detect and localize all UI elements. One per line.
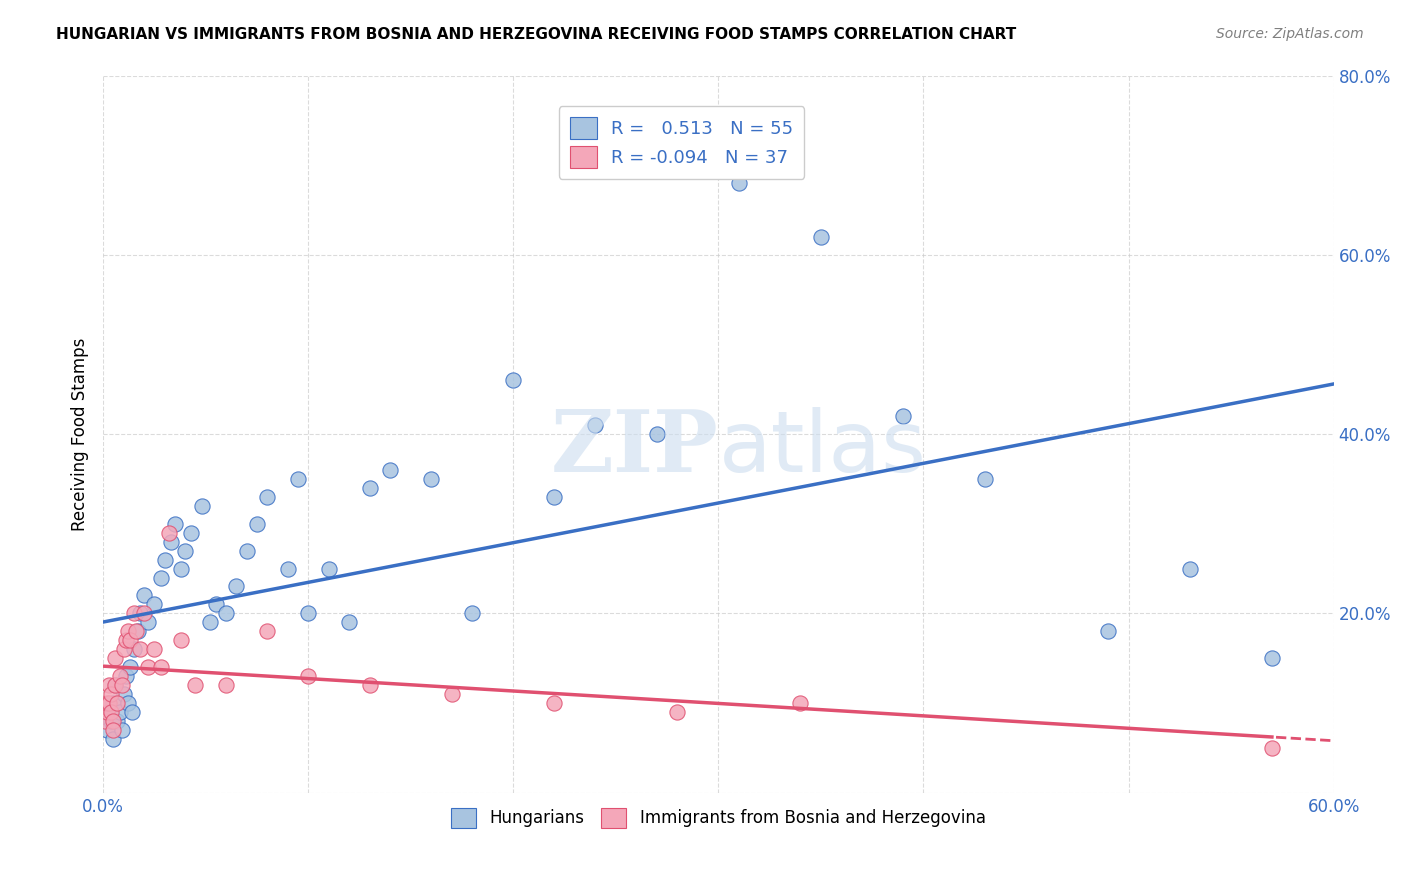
Point xyxy=(108,669,131,683)
Point xyxy=(110,723,132,737)
Point xyxy=(205,598,228,612)
Point xyxy=(359,481,381,495)
Point xyxy=(256,624,278,639)
Point xyxy=(215,678,238,692)
Point xyxy=(184,678,207,692)
Point xyxy=(127,624,149,639)
Point xyxy=(136,615,159,630)
Point xyxy=(180,525,202,540)
Point xyxy=(114,633,136,648)
Point xyxy=(170,633,193,648)
Point xyxy=(420,472,443,486)
Text: HUNGARIAN VS IMMIGRANTS FROM BOSNIA AND HERZEGOVINA RECEIVING FOOD STAMPS CORREL: HUNGARIAN VS IMMIGRANTS FROM BOSNIA AND … xyxy=(56,27,1017,42)
Point xyxy=(107,714,129,728)
Point xyxy=(122,642,145,657)
Point xyxy=(129,607,152,621)
Point xyxy=(287,472,309,486)
Point xyxy=(891,409,914,424)
Text: atlas: atlas xyxy=(718,407,927,490)
Point xyxy=(246,516,269,531)
Point xyxy=(100,714,122,728)
Point xyxy=(159,534,181,549)
Point xyxy=(1261,740,1284,755)
Point xyxy=(359,678,381,692)
Point xyxy=(104,651,127,665)
Point xyxy=(103,723,125,737)
Point xyxy=(98,678,121,692)
Point xyxy=(112,642,135,657)
Point xyxy=(543,696,565,710)
Point xyxy=(215,607,238,621)
Point xyxy=(125,624,148,639)
Point xyxy=(118,633,141,648)
Point xyxy=(1097,624,1119,639)
Point xyxy=(198,615,221,630)
Point xyxy=(157,525,180,540)
Point xyxy=(170,561,193,575)
Point xyxy=(94,714,117,728)
Y-axis label: Receiving Food Stamps: Receiving Food Stamps xyxy=(72,337,89,531)
Point xyxy=(107,696,129,710)
Point xyxy=(134,607,156,621)
Point xyxy=(974,472,997,486)
Point xyxy=(297,669,319,683)
Point xyxy=(129,642,152,657)
Point xyxy=(122,607,145,621)
Point xyxy=(143,598,166,612)
Point xyxy=(114,669,136,683)
Point xyxy=(318,561,340,575)
Point xyxy=(103,731,125,746)
Point xyxy=(190,499,212,513)
Text: Source: ZipAtlas.com: Source: ZipAtlas.com xyxy=(1216,27,1364,41)
Point xyxy=(789,696,811,710)
Point xyxy=(104,678,127,692)
Point xyxy=(461,607,484,621)
Point xyxy=(163,516,186,531)
Point xyxy=(103,696,125,710)
Point xyxy=(100,705,122,719)
Text: ZIP: ZIP xyxy=(551,407,718,491)
Point xyxy=(1261,651,1284,665)
Point xyxy=(103,714,125,728)
Point xyxy=(810,230,832,244)
Point xyxy=(121,705,143,719)
Point xyxy=(277,561,299,575)
Point xyxy=(645,427,668,442)
Point xyxy=(583,418,606,433)
Point xyxy=(118,660,141,674)
Point xyxy=(96,723,118,737)
Point xyxy=(96,696,118,710)
Point xyxy=(337,615,360,630)
Point xyxy=(543,490,565,504)
Point xyxy=(502,373,524,387)
Point xyxy=(256,490,278,504)
Point xyxy=(104,678,127,692)
Point xyxy=(728,176,751,190)
Point xyxy=(108,705,131,719)
Point xyxy=(225,579,247,593)
Point xyxy=(98,705,121,719)
Point xyxy=(380,463,402,477)
Point xyxy=(149,570,172,584)
Point xyxy=(117,624,139,639)
Point xyxy=(117,696,139,710)
Point xyxy=(666,705,689,719)
Point xyxy=(149,660,172,674)
Point xyxy=(112,687,135,701)
Point xyxy=(110,678,132,692)
Point xyxy=(235,543,257,558)
Point xyxy=(1178,561,1201,575)
Point xyxy=(136,660,159,674)
Point xyxy=(98,696,121,710)
Point xyxy=(174,543,197,558)
Point xyxy=(297,607,319,621)
Point xyxy=(96,705,118,719)
Point xyxy=(143,642,166,657)
Point xyxy=(134,589,156,603)
Point xyxy=(440,687,463,701)
Point xyxy=(100,687,122,701)
Point xyxy=(153,552,176,566)
Legend: Hungarians, Immigrants from Bosnia and Herzegovina: Hungarians, Immigrants from Bosnia and H… xyxy=(444,801,993,835)
